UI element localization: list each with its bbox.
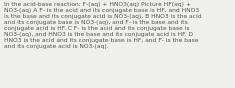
Text: In the acid-base reaction: F-(aq) + HNO3(aq) Picture HF(aq) +
NO3-(aq) A F- is t: In the acid-base reaction: F-(aq) + HNO3… [4, 2, 201, 49]
